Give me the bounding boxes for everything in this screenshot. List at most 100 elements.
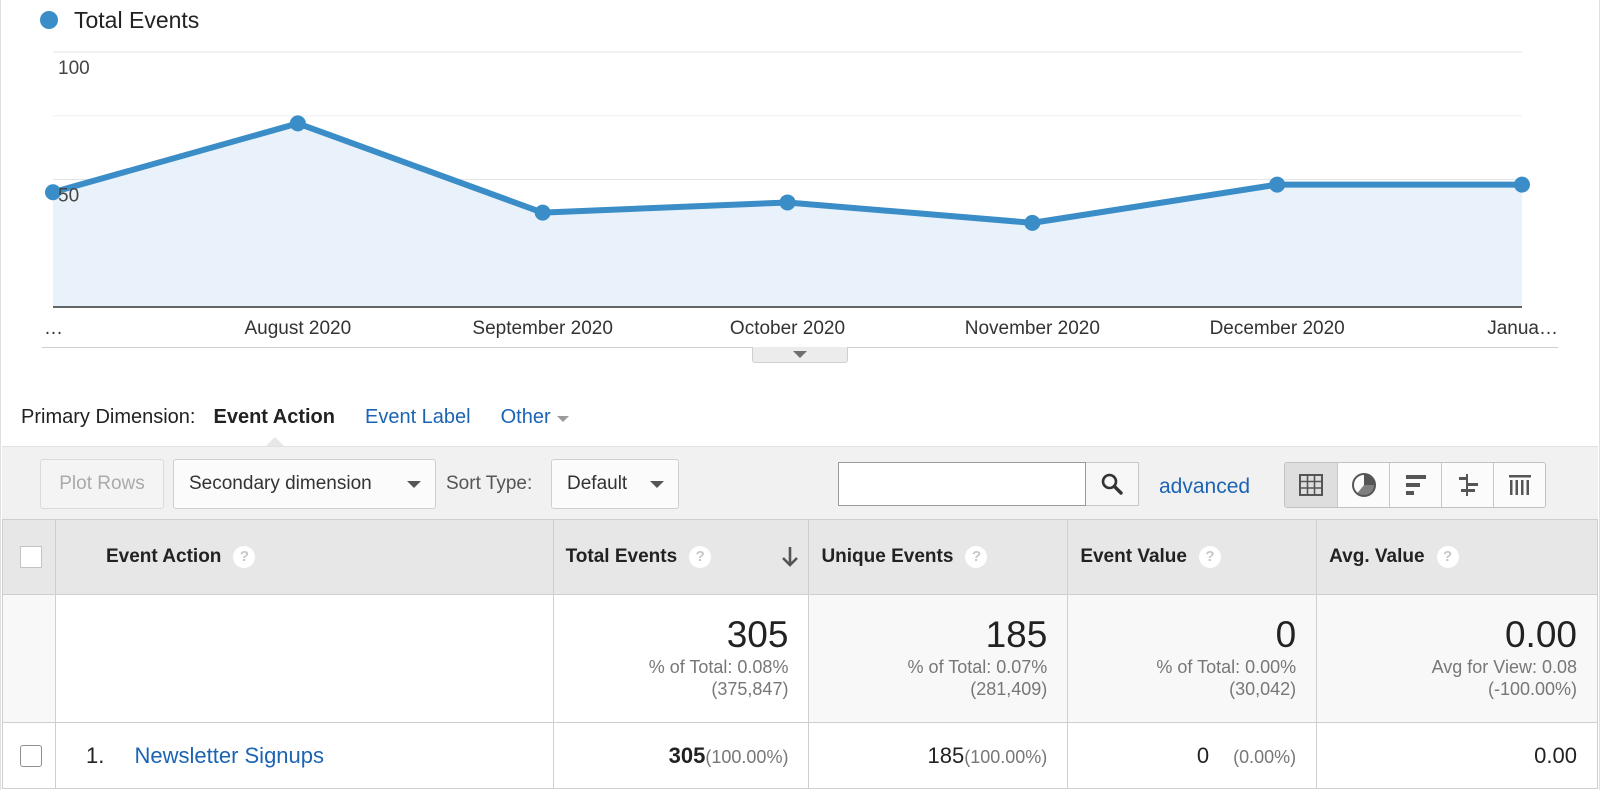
header-total-events[interactable]: Total Events? (552, 519, 810, 595)
header-event-value-label: Event Value (1080, 546, 1187, 567)
legend-dot-icon (40, 11, 58, 29)
header-total-events-label: Total Events (565, 546, 678, 567)
row-event-value-value: 0 (1196, 742, 1210, 768)
row-avg-value-value: 0.00 (1534, 742, 1577, 768)
sort-type-label: Sort Type: (446, 473, 533, 494)
summary-avg-value-diff: (-100.00%) (1487, 679, 1577, 699)
summary-unique-events-total: (281,409) (970, 679, 1048, 699)
x-tick-label: September 2020 (472, 318, 613, 339)
help-icon[interactable]: ? (1198, 545, 1221, 568)
summary-avg-value: 0.00 Avg for View: 0.08 (-100.00%) (1316, 594, 1598, 723)
secondary-dimension-label: Secondary dimension (189, 473, 372, 494)
select-all-checkbox[interactable] (20, 546, 42, 568)
caret-down-icon (650, 481, 664, 488)
chart-collapse-toggle[interactable] (752, 347, 848, 363)
line-chart: 100 50 … August 2020 September 2020 October 2… (44, 51, 1558, 339)
summary-event-value-value: 0 (1275, 614, 1297, 655)
row-event-action-link[interactable]: Newsletter Signups (134, 742, 325, 768)
series-area (53, 123, 1522, 308)
x-tick-label: December 2020 (1210, 318, 1345, 339)
help-icon[interactable]: ? (965, 545, 988, 568)
header-event-action-label: Event Action (105, 546, 222, 567)
row-dimension-cell: 1. Newsletter Signups (54, 722, 554, 789)
y-tick-label: 100 (58, 58, 90, 79)
header-unique-events-label: Unique Events (821, 546, 954, 567)
sort-type-value: Default (567, 473, 628, 494)
explorer-table: Event Action? Total Events? Unique Event… (2, 519, 1598, 789)
plot-rows-button[interactable]: Plot Rows (40, 459, 164, 509)
table-search-input[interactable] (838, 462, 1086, 506)
comparison-view-button[interactable] (1441, 463, 1493, 507)
bar-view-button[interactable] (1389, 463, 1441, 507)
table-toolbar: Plot Rows Secondary dimension Sort Type:… (2, 446, 1598, 519)
bar-view-icon (1405, 475, 1426, 495)
summary-avg-value-view: Avg for View: 0.08 (1431, 657, 1577, 677)
caret-down-icon (407, 481, 421, 488)
summary-total-events-total: (375,847) (711, 679, 789, 699)
row-unique-events-value: 185 (927, 742, 965, 768)
summary-label-cell (54, 594, 554, 723)
active-dimension-pointer (266, 437, 284, 446)
row-avg-value: 0.00 (1316, 722, 1598, 789)
sort-descending-icon[interactable] (780, 545, 800, 569)
summary-unique-events-pct: % of Total: 0.07% (907, 657, 1048, 677)
advanced-filter-link[interactable]: advanced (1159, 475, 1251, 498)
secondary-dimension-dropdown[interactable]: Secondary dimension (173, 459, 436, 509)
pie-view-button[interactable] (1337, 463, 1389, 507)
data-point (779, 194, 796, 211)
header-avg-value-label: Avg. Value (1329, 546, 1425, 567)
primary-dimension-label: Primary Dimension: (21, 406, 196, 428)
caret-down-icon (556, 415, 569, 422)
pivot-view-button[interactable] (1493, 463, 1545, 507)
header-unique-events[interactable]: Unique Events? (808, 519, 1069, 595)
table-view-button[interactable] (1285, 463, 1337, 507)
dimension-other-dropdown[interactable]: Other (501, 406, 569, 429)
primary-dimension-bar: Primary Dimension: Event Action Event La… (21, 406, 569, 429)
legend-label: Total Events (74, 6, 200, 33)
help-icon[interactable]: ? (233, 545, 256, 568)
row-unique-events-pct: (100.00%) (964, 746, 1048, 767)
comparison-view-icon (1458, 474, 1478, 496)
row-total-events-value: 305 (668, 742, 706, 768)
dimension-event-label[interactable]: Event Label (364, 406, 471, 428)
sort-type-dropdown[interactable]: Default (551, 459, 679, 509)
data-point (1269, 176, 1286, 193)
summary-blank-cell (2, 594, 56, 723)
summary-event-value-total: (30,042) (1229, 679, 1297, 699)
header-select-cell (2, 519, 56, 595)
y-tick-label: 50 (58, 186, 79, 207)
row-total-events: 305(100.00%) (552, 722, 810, 789)
dimension-event-action[interactable]: Event Action (213, 406, 335, 428)
summary-unique-events-value: 185 (985, 614, 1048, 655)
help-icon[interactable]: ? (1436, 545, 1459, 568)
data-point (45, 184, 61, 201)
pie-view-icon (1351, 473, 1376, 497)
row-event-value: 0 (0.00%) (1067, 722, 1318, 789)
row-select-cell (2, 722, 56, 789)
header-avg-value[interactable]: Avg. Value? (1316, 519, 1598, 595)
x-tick-label: Janua… (1487, 318, 1558, 339)
row-total-events-pct: (100.00%) (705, 746, 789, 767)
pivot-view-icon (1508, 475, 1531, 495)
data-point (1514, 176, 1530, 193)
chevron-down-icon (793, 351, 807, 358)
data-point (1024, 214, 1041, 231)
summary-row: 305 % of Total: 0.08% (375,847) 185 % of… (2, 594, 1598, 723)
help-icon[interactable]: ? (689, 545, 712, 568)
data-point (534, 204, 551, 221)
summary-event-value: 0 % of Total: 0.00% (30,042) (1067, 594, 1318, 723)
dimension-other-label: Other (500, 406, 551, 428)
header-event-action[interactable]: Event Action? (54, 519, 554, 595)
view-switcher (1284, 462, 1546, 508)
search-button[interactable] (1086, 462, 1139, 506)
summary-total-events: 305 % of Total: 0.08% (375,847) (552, 594, 810, 723)
table-header-row: Event Action? Total Events? Unique Event… (2, 519, 1598, 595)
table-view-icon (1299, 474, 1323, 496)
summary-total-events-value: 305 (726, 614, 789, 655)
summary-total-events-pct: % of Total: 0.08% (648, 657, 789, 677)
chart-legend: Total Events (40, 6, 199, 34)
row-checkbox[interactable] (20, 744, 42, 767)
row-event-value-pct: (0.00%) (1233, 746, 1297, 767)
row-index: 1. (85, 742, 105, 768)
header-event-value[interactable]: Event Value? (1067, 519, 1318, 595)
